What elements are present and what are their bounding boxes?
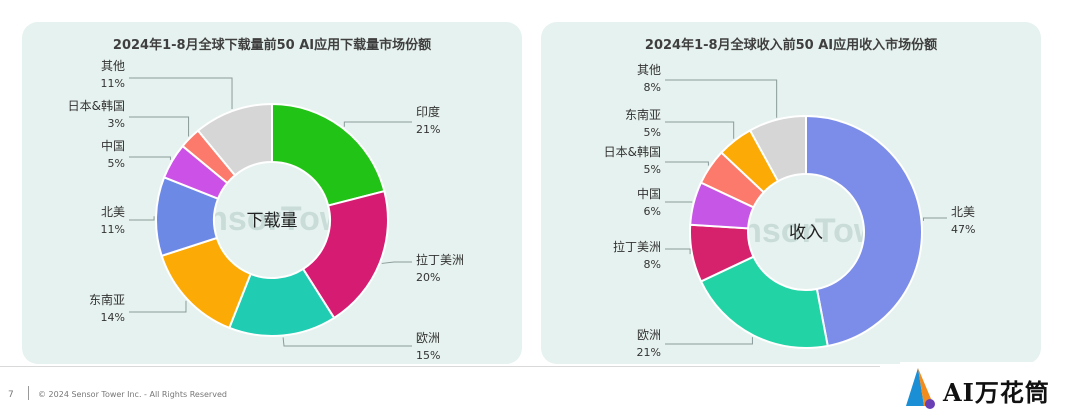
donut-slice [196,102,273,177]
slice-label: 其他 [637,63,661,77]
logo-text: AI万花筒 [943,378,1050,407]
slice-value: 5% [644,126,661,139]
donut-slice [699,255,829,349]
slice-label: 北美 [101,205,125,219]
leader-line [665,337,753,345]
slice-value: 5% [108,157,125,170]
slice-label: 日本&韩国 [68,98,125,113]
leader-line [381,261,412,264]
leader-line [665,201,693,203]
center-label: 收入 [789,223,823,243]
slice-label: 拉丁美洲 [613,239,661,254]
slice-value: 3% [108,117,125,130]
download-donut-chart: SensorTower印度21%拉丁美洲20%欧洲15%东南亚14%北美11%中… [68,59,464,362]
footer-divider [0,366,880,367]
kaleidoscope-logo-icon [906,368,935,409]
slice-label: 拉丁美洲 [416,252,464,267]
slice-label: 欧洲 [637,328,661,342]
slice-label: 中国 [637,186,661,201]
slice-value: 8% [644,81,661,94]
slice-value: 8% [644,258,661,271]
chart-title: 2024年1-8月全球下载量前50 AI应用下载量市场份额 [112,38,432,53]
leader-line [129,77,233,109]
leader-line [665,121,735,139]
slice-value: 11% [101,77,125,90]
leader-line [665,161,709,166]
slice-value: 21% [416,123,440,136]
donut-slice [748,114,807,183]
slice-label: 东南亚 [89,292,125,307]
leader-line [129,156,171,160]
donut-slice [805,114,923,348]
slice-label: 日本&韩国 [604,144,661,159]
slice-label: 欧洲 [416,331,440,345]
slice-label: 北美 [951,205,975,219]
copyright-text: © 2024 Sensor Tower Inc. - All Rights Re… [38,390,227,399]
leader-line [129,300,187,313]
slice-value: 20% [416,271,440,284]
download-share-panel: 2024年1-8月全球下载量前50 AI应用下载量市场份额 SensorTowe… [22,22,522,364]
slice-label: 东南亚 [625,107,661,122]
slice-value: 15% [416,349,440,362]
slice-value: 11% [101,223,125,236]
slice-value: 6% [644,205,661,218]
leader-line [129,216,155,221]
leader-line [665,79,778,118]
center-label: 下载量 [247,211,298,231]
revenue-share-panel: 2024年1-8月全球收入前50 AI应用收入市场份额 SensorTower 北… [541,22,1041,364]
leader-line [282,337,412,347]
slice-value: 14% [101,311,125,324]
brand-logo: AI万花筒 [900,362,1078,414]
slice-label: 印度 [416,104,440,119]
revenue-donut-chart: SensorTower 北美47%欧洲21%拉丁美洲8%中国6%日本&韩国5%东南… [604,63,976,359]
page-number: 7 [8,390,14,400]
donut-slice [301,189,389,320]
slice-value: 47% [951,223,975,236]
leader-line [129,116,190,137]
slice-label: 其他 [101,59,125,73]
leader-line [343,121,412,127]
slice-value: 5% [644,163,661,176]
chart-title: 2024年1-8月全球收入前50 AI应用收入市场份额 [644,38,938,53]
slice-label: 中国 [101,138,125,153]
leader-line [665,248,691,255]
leader-line [922,217,947,221]
slice-value: 21% [637,346,661,359]
footer-separator [28,386,29,400]
donut-slice [271,102,386,207]
